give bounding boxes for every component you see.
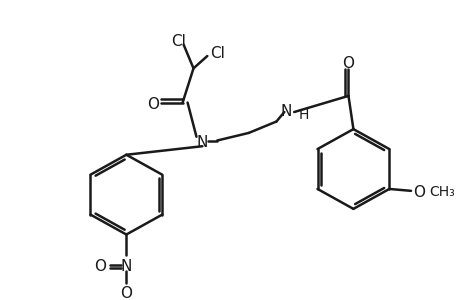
Text: N: N: [196, 134, 207, 149]
Text: O: O: [412, 185, 424, 200]
Text: N: N: [280, 104, 291, 119]
Text: CH₃: CH₃: [428, 185, 453, 199]
Text: N: N: [120, 259, 132, 274]
Text: H: H: [298, 108, 309, 122]
Text: Cl: Cl: [171, 34, 186, 49]
Text: O: O: [94, 259, 106, 274]
Text: O: O: [342, 56, 354, 71]
Text: Cl: Cl: [209, 46, 224, 61]
Text: O: O: [147, 97, 159, 112]
Text: O: O: [120, 286, 132, 300]
